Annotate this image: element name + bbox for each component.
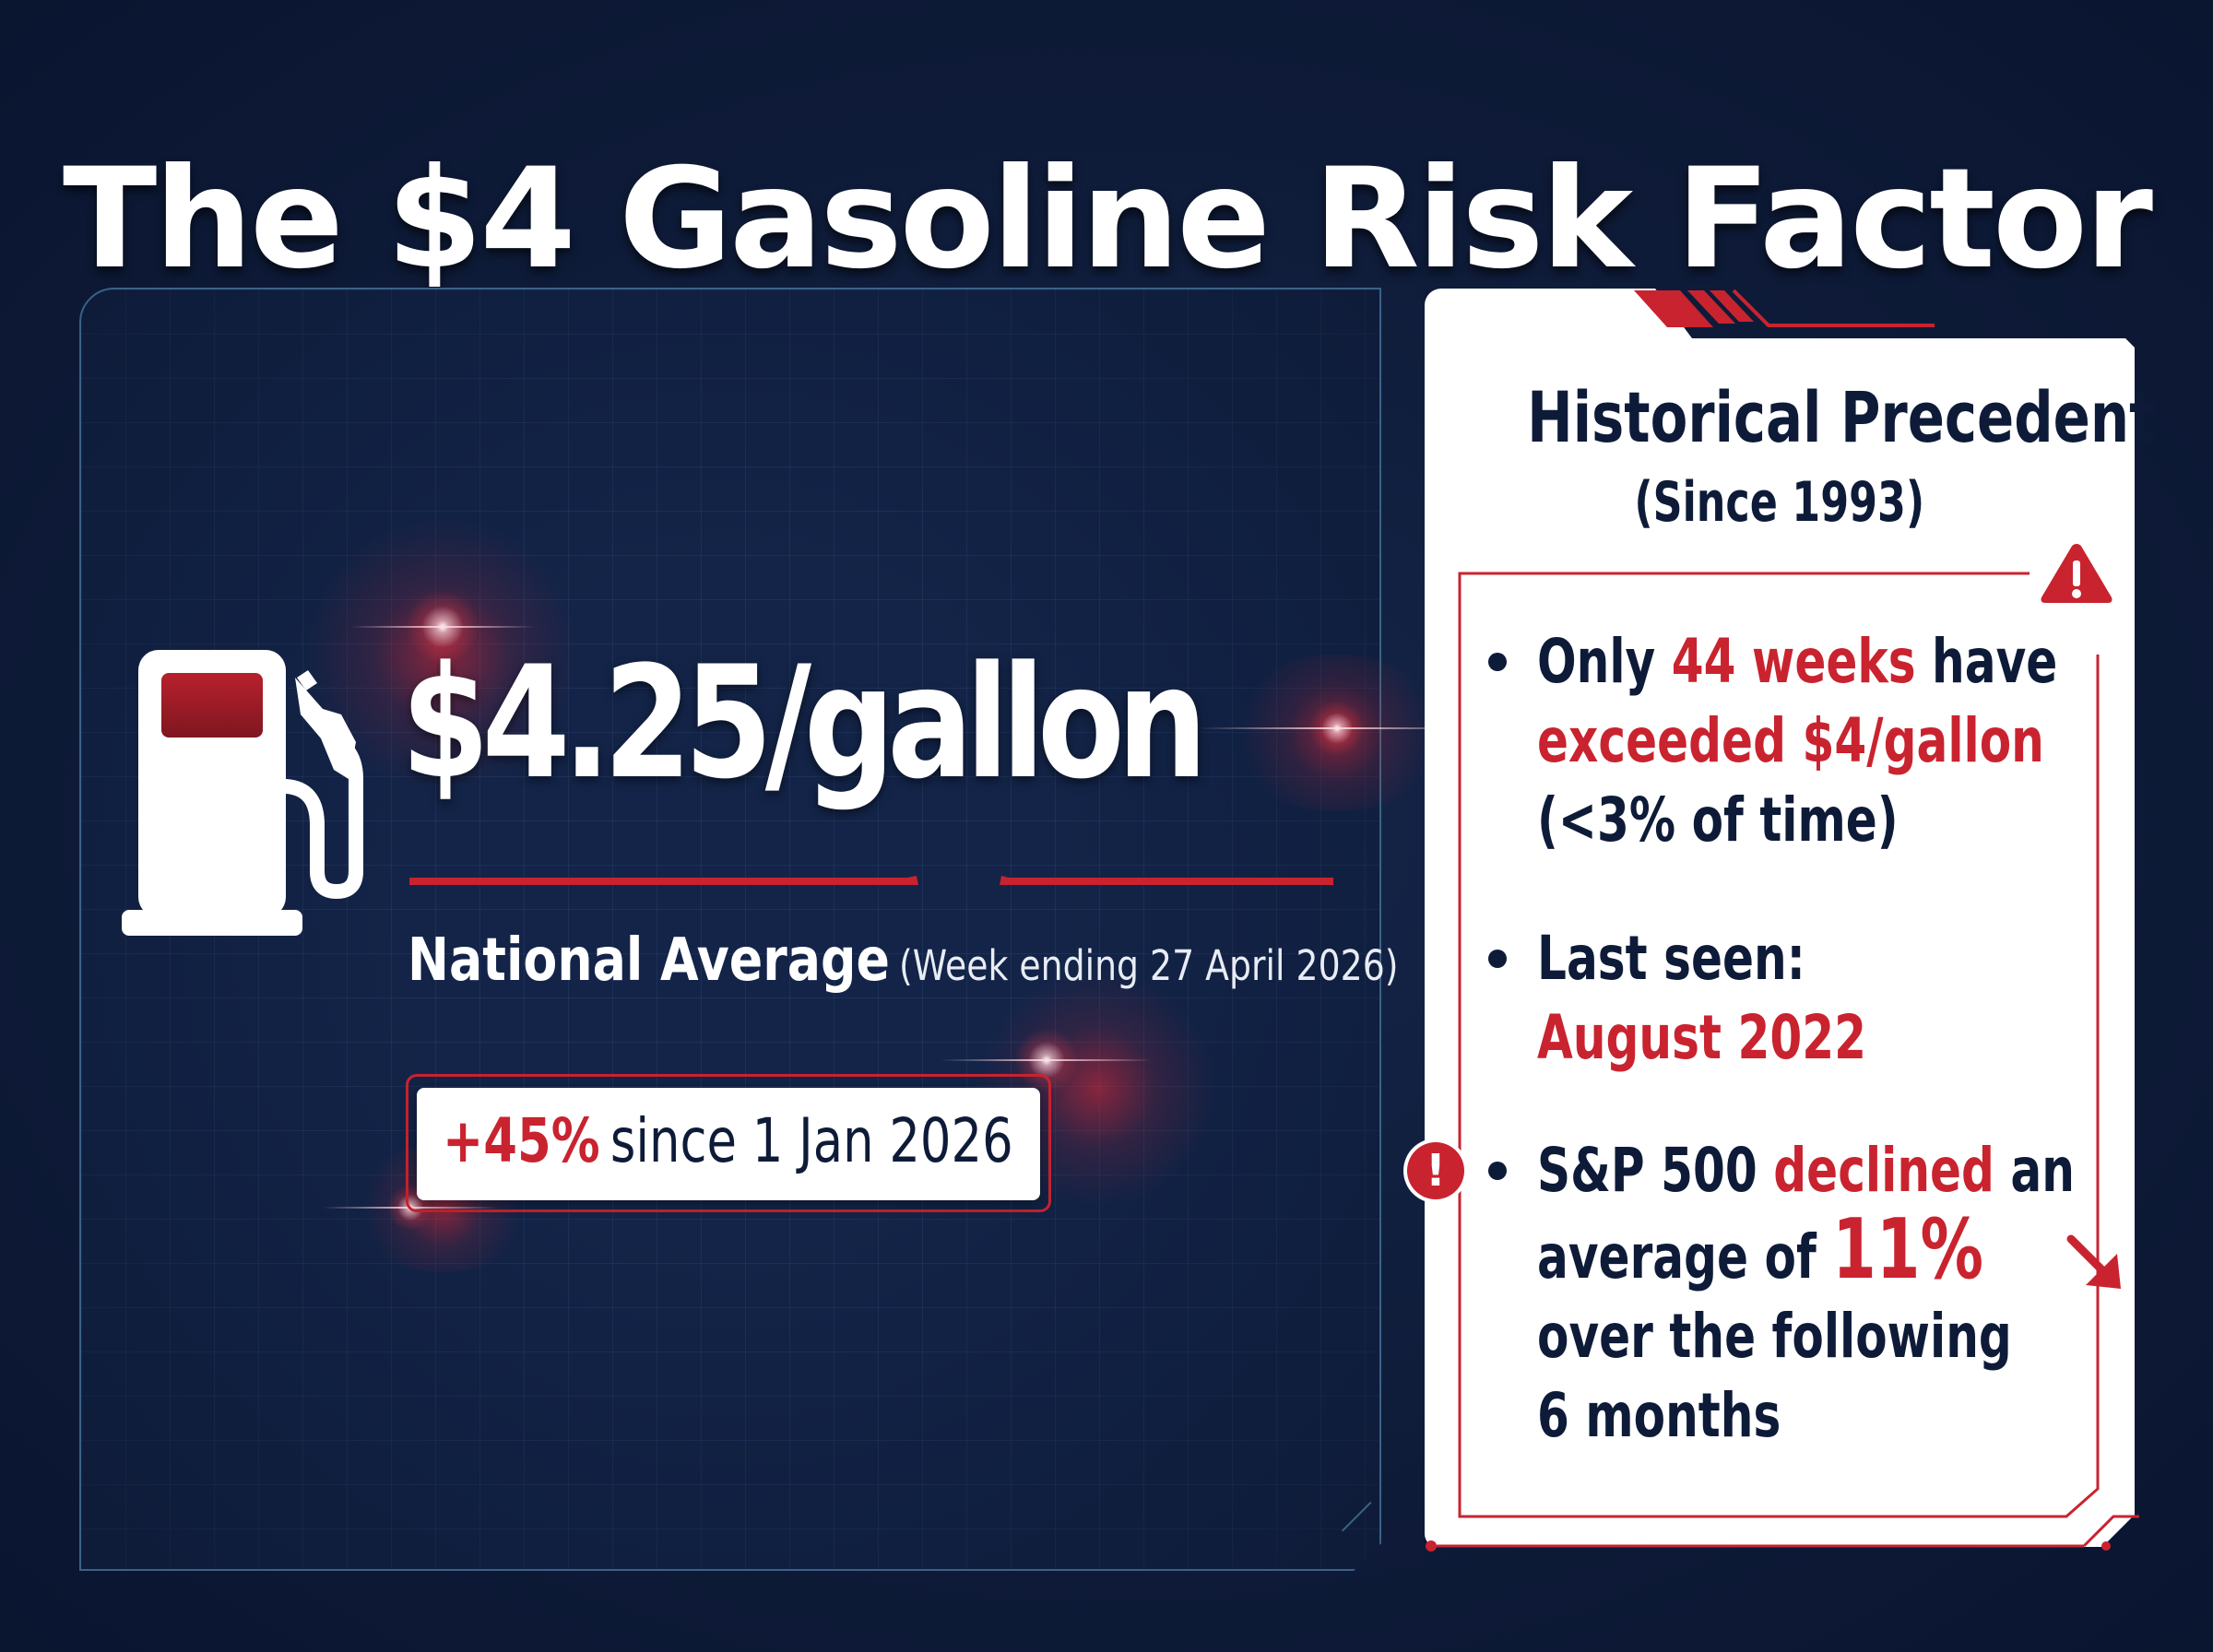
bullet-dot bbox=[1488, 653, 1507, 671]
change-box-frame bbox=[406, 1074, 1051, 1212]
page-title: The $4 Gasoline Risk Factor bbox=[63, 138, 2153, 300]
change-percent: +45% bbox=[443, 1105, 600, 1176]
price-value: $4.25/gallon bbox=[401, 632, 1208, 813]
national-average-label: National Average bbox=[408, 926, 890, 995]
bullet-1-text: Only 44 weeks have exceeded $4/gallon (<… bbox=[1537, 626, 2058, 856]
precedent-title: Historical Precedent bbox=[1527, 376, 2156, 458]
price-subtitle: National Average (Week ending 27 April 20… bbox=[408, 926, 1399, 995]
precedent-subtitle: (Since 1993) bbox=[1634, 470, 1925, 535]
warning-triangle-icon bbox=[2041, 544, 2112, 603]
change-box bbox=[417, 1088, 1040, 1200]
price-underline bbox=[409, 876, 1333, 885]
down-right-arrow-icon bbox=[2066, 1234, 2121, 1289]
week-ending-label: (Week ending 27 April 2026) bbox=[899, 941, 1399, 990]
price-panel bbox=[79, 288, 1381, 1571]
bullet-3-text: S&P 500 declined an average of 11% over … bbox=[1537, 1135, 2075, 1451]
fuel-pump-icon bbox=[122, 650, 363, 936]
bullet-2-text: Last seen: August 2022 bbox=[1537, 923, 1867, 1073]
bullet-dot bbox=[1488, 1162, 1507, 1180]
change-since: since 1 Jan 2026 bbox=[609, 1105, 1013, 1176]
change-text: +45% since 1 Jan 2026 bbox=[443, 1111, 1013, 1172]
exclamation-circle-icon: ! bbox=[1407, 1142, 1464, 1199]
bullet-dot bbox=[1488, 950, 1507, 968]
